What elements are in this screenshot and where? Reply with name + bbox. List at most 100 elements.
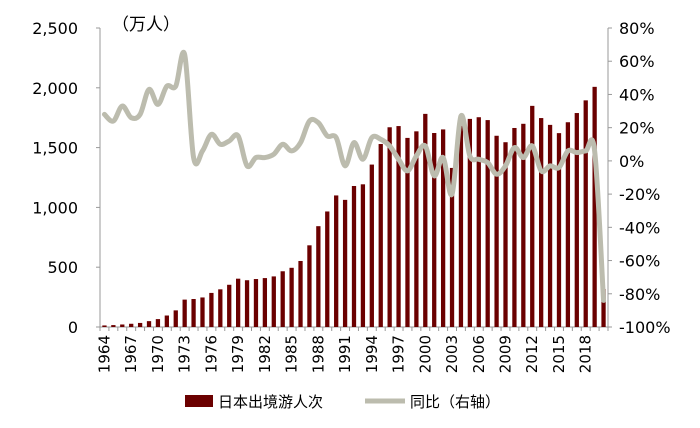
- bar-1968: [137, 322, 143, 327]
- legend-label-line: 同比（右轴）: [410, 393, 500, 411]
- bar-2012: [530, 105, 535, 328]
- bar-1975: [200, 297, 205, 327]
- right-tick-label: 0%: [619, 152, 644, 171]
- x-tick-label: 1973: [176, 335, 194, 373]
- bar-2020: [601, 289, 606, 327]
- x-tick-label: 1976: [202, 335, 220, 373]
- bar-1979: [236, 278, 241, 327]
- bar-1991: [342, 199, 348, 327]
- bar-2018: [583, 100, 588, 327]
- right-tick-label: -100%: [619, 318, 671, 337]
- bar-1985: [289, 267, 294, 327]
- bar-2017: [574, 113, 579, 327]
- legend-label-bar: 日本出境游人次: [218, 393, 323, 411]
- bar-2008: [494, 135, 499, 327]
- x-tick-label: 2006: [470, 335, 488, 373]
- x-tick-label: 2009: [497, 335, 515, 373]
- left-tick-label: 1,000: [32, 198, 78, 217]
- x-tick-label: 2015: [550, 335, 568, 373]
- bar-1971: [164, 315, 169, 327]
- bar-2011: [521, 123, 526, 328]
- x-tick-label: 1964: [95, 335, 113, 373]
- bar-2005: [467, 118, 472, 328]
- bar-1994: [369, 164, 374, 327]
- legend: 日本出境游人次 同比（右轴）: [185, 393, 500, 411]
- left-tick-label: 0: [68, 318, 78, 337]
- x-tick-label: 1979: [229, 335, 247, 373]
- legend-swatch-bar: [185, 395, 213, 407]
- right-tick-label: -20%: [619, 185, 660, 204]
- bar-1995: [378, 144, 383, 327]
- bar-1978: [227, 284, 232, 327]
- right-tick-label: -80%: [619, 285, 660, 304]
- right-tick-label: 20%: [619, 119, 655, 138]
- left-tick-label: 1,500: [32, 139, 78, 158]
- bar-1989: [325, 211, 330, 327]
- bar-1987: [307, 245, 312, 327]
- bar-1966: [120, 324, 125, 327]
- x-tick-label: 2000: [416, 335, 434, 373]
- right-tick-label: -40%: [619, 218, 660, 237]
- bar-1969: [146, 321, 152, 327]
- bar-2009: [503, 142, 508, 327]
- x-tick-label: 1982: [256, 335, 274, 373]
- x-tick-label: 1985: [283, 335, 301, 373]
- bar-2007: [485, 120, 490, 327]
- bar-1965: [111, 325, 116, 327]
- bar-1964: [102, 325, 107, 327]
- bar-2014: [547, 124, 553, 327]
- x-tick-label: 1970: [149, 335, 167, 373]
- bar-1980: [244, 280, 250, 327]
- bar-1972: [173, 310, 178, 327]
- bar-1976: [209, 292, 214, 327]
- bar-1977: [218, 289, 223, 327]
- bar-2001: [432, 133, 437, 327]
- right-tick-label: 80%: [619, 19, 655, 38]
- bar-2004: [458, 125, 464, 328]
- bar-1973: [182, 299, 187, 327]
- left-tick-label: 500: [47, 258, 78, 277]
- bar-1988: [316, 226, 321, 327]
- x-tick-label: 1991: [336, 335, 354, 373]
- x-tick-label: 2018: [577, 335, 595, 373]
- bar-1981: [253, 279, 259, 327]
- bar-1998: [405, 137, 410, 327]
- right-tick-label: 60%: [619, 52, 655, 71]
- bar-2010: [512, 127, 517, 328]
- x-tick-label: 1988: [309, 335, 327, 373]
- bar-2013: [539, 118, 544, 327]
- bar-2019: [592, 86, 597, 327]
- yoy-line: [101, 49, 607, 303]
- bar-1983: [271, 276, 276, 327]
- left-tick-label: 2,000: [32, 79, 78, 98]
- x-tick-label: 2012: [523, 335, 541, 373]
- right-tick-label: 40%: [619, 85, 655, 104]
- bar-2002: [440, 129, 446, 327]
- bar-1970: [155, 319, 161, 327]
- bar-1993: [360, 184, 366, 327]
- bar-1984: [280, 271, 285, 327]
- x-tick-label: 1997: [390, 335, 408, 373]
- bar-1990: [334, 195, 339, 327]
- bar-1982: [262, 278, 268, 327]
- left-tick-label: 2,500: [32, 19, 78, 38]
- right-tick-label: -60%: [619, 252, 660, 271]
- unit-label: （万人）: [112, 15, 180, 35]
- bar-1999: [414, 131, 419, 327]
- bar-1992: [351, 185, 357, 327]
- bar-2003: [449, 167, 455, 327]
- x-tick-label: 1967: [122, 335, 140, 373]
- bar-1974: [191, 299, 196, 327]
- bar-1967: [129, 323, 134, 327]
- bar-2000: [423, 113, 428, 327]
- bar-2006: [476, 117, 481, 327]
- x-tick-label: 2003: [443, 335, 461, 373]
- bar-2015: [556, 133, 562, 327]
- bar-1986: [298, 260, 303, 327]
- bar-2016: [565, 122, 571, 327]
- bar-1997: [396, 126, 401, 328]
- bar-1996: [387, 127, 392, 327]
- x-tick-label: 1994: [363, 335, 381, 373]
